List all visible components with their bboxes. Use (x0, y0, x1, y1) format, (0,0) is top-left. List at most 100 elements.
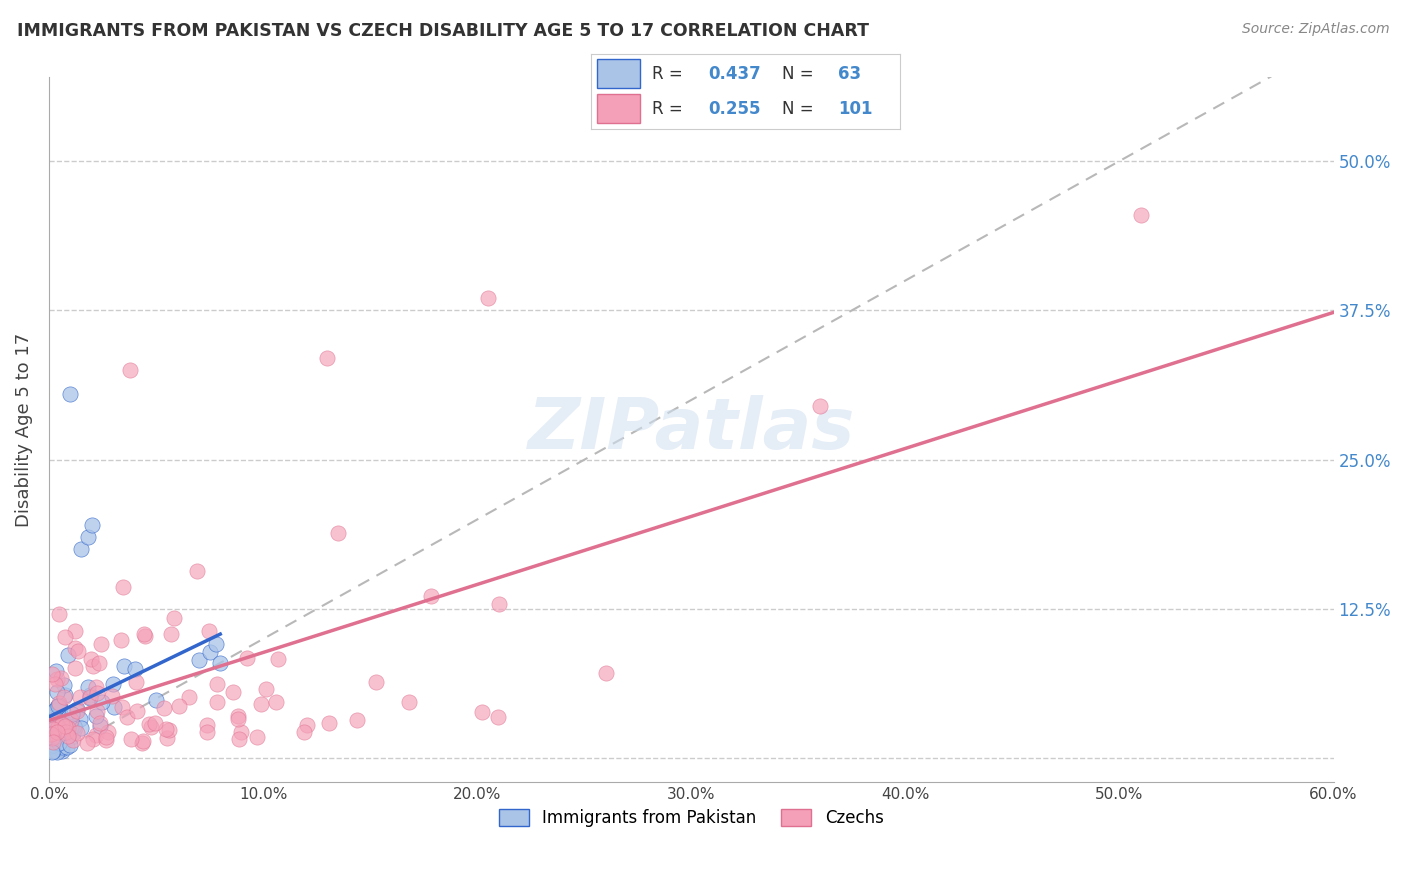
Point (264, 695, 287, 709)
Text: ZIPatlas: ZIPatlas (527, 395, 855, 465)
Point (42, 738, 65, 752)
Point (156, 731, 179, 746)
Point (46, 698, 69, 713)
Point (41, 667, 63, 681)
Point (44, 677, 66, 691)
Point (112, 580, 135, 594)
Point (59, 720, 82, 734)
Point (69, 690, 91, 705)
Point (84, 709, 107, 723)
Point (488, 597, 510, 611)
Point (246, 730, 269, 744)
Point (101, 690, 124, 704)
Point (41, 731, 63, 745)
Legend: Immigrants from Pakistan, Czechs: Immigrants from Pakistan, Czechs (492, 803, 890, 834)
Point (44, 726, 66, 740)
Point (115, 710, 138, 724)
Point (228, 709, 250, 723)
Text: 101: 101 (838, 100, 873, 118)
Y-axis label: Disability Age 5 to 17: Disability Age 5 to 17 (15, 333, 32, 527)
Point (198, 624, 221, 638)
Point (486, 710, 509, 724)
Point (41, 745, 63, 759)
Point (56, 730, 79, 744)
Point (63, 640, 86, 655)
Point (66, 644, 89, 658)
Point (45, 664, 67, 678)
Point (49, 671, 72, 685)
Point (143, 715, 166, 730)
Point (62, 732, 84, 747)
Point (398, 695, 420, 709)
Point (1129, 208, 1152, 222)
Point (44, 703, 66, 717)
Point (49, 701, 72, 715)
Point (205, 636, 228, 650)
Point (195, 717, 218, 731)
Point (58, 648, 80, 662)
Point (44, 722, 66, 736)
Point (318, 716, 340, 731)
Point (39, 731, 62, 746)
Point (59, 714, 82, 728)
Point (145, 692, 167, 706)
Point (112, 659, 135, 673)
Point (82, 659, 104, 673)
Point (808, 399, 831, 413)
Point (39, 714, 62, 728)
Point (65, 624, 87, 639)
Point (39, 727, 62, 741)
FancyBboxPatch shape (596, 95, 640, 123)
Point (76, 680, 98, 694)
Point (49, 709, 72, 723)
Point (103, 699, 125, 714)
Point (39, 739, 62, 754)
Point (153, 701, 176, 715)
Point (169, 698, 191, 713)
Point (42, 744, 65, 758)
Point (51, 717, 73, 731)
Point (186, 564, 208, 578)
Point (52, 678, 75, 692)
Point (595, 665, 617, 680)
Point (229, 725, 252, 739)
Point (46, 745, 69, 759)
Point (84, 728, 107, 742)
Point (62, 726, 84, 740)
Point (328, 526, 350, 541)
Point (53, 719, 76, 733)
Point (139, 720, 162, 734)
Point (59, 717, 82, 731)
Point (120, 363, 142, 377)
Point (157, 723, 180, 738)
Point (134, 630, 156, 644)
Point (46, 729, 69, 743)
Text: N =: N = (782, 65, 814, 83)
Text: IMMIGRANTS FROM PAKISTAN VS CZECH DISABILITY AGE 5 TO 17 CORRELATION CHART: IMMIGRANTS FROM PAKISTAN VS CZECH DISABI… (17, 22, 869, 40)
Point (44, 714, 66, 729)
Point (56, 740, 79, 755)
Point (228, 731, 250, 746)
Point (91, 695, 114, 709)
Point (60, 706, 83, 721)
Point (51, 740, 73, 755)
Point (66, 725, 89, 739)
Text: R =: R = (652, 100, 683, 118)
Point (205, 677, 228, 691)
Point (63, 661, 86, 675)
Point (52, 690, 75, 704)
Point (316, 351, 339, 366)
Point (49, 735, 72, 749)
Point (235, 651, 257, 665)
Point (58, 729, 80, 743)
Point (125, 704, 148, 718)
Point (94, 731, 117, 745)
Point (94, 733, 117, 747)
Point (53, 688, 76, 702)
Point (222, 685, 245, 699)
Point (48, 607, 70, 622)
Point (110, 632, 132, 647)
Point (125, 674, 148, 689)
Point (70, 542, 93, 557)
Point (42, 735, 65, 749)
